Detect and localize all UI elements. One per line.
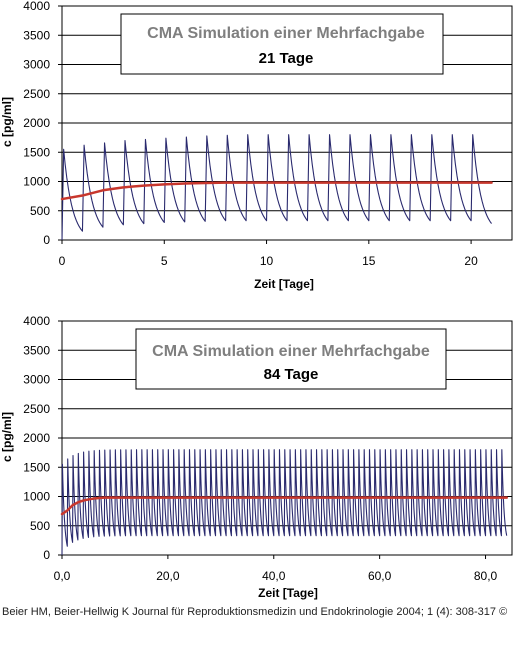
y-tick-label: 500 bbox=[30, 519, 50, 533]
x-axis-title: Zeit [Tage] bbox=[254, 277, 314, 291]
x-tick-label: 80,0 bbox=[474, 569, 498, 583]
x-tick-labels: 0,0 20,0 40,0 60,0 80,0 bbox=[54, 555, 498, 583]
y-tick-label: 3500 bbox=[23, 28, 50, 42]
concentration-series bbox=[61, 134, 492, 241]
chart-84-days: 0 500 1000 1500 2000 2500 3000 3500 4000 0,0 20,0… bbox=[0, 314, 513, 600]
y-tick-label: 4000 bbox=[23, 0, 50, 13]
x-tick-label: 20,0 bbox=[156, 569, 180, 583]
y-axis-title: c [pg/ml] bbox=[0, 97, 14, 147]
x-tick-label: 0,0 bbox=[54, 569, 71, 583]
chart-21-days: 0 500 1000 1500 2000 2500 3000 3500 4000 0 5 10 15 2… bbox=[0, 0, 513, 291]
mean-level-series bbox=[60, 496, 508, 516]
y-tick-label: 2000 bbox=[23, 116, 50, 130]
y-axis-title: c [pg/ml] bbox=[0, 412, 14, 462]
y-tick-label: 3000 bbox=[23, 58, 50, 72]
citation: Beier HM, Beier-Hellwig K Journal für Re… bbox=[2, 606, 508, 618]
y-tick-label: 500 bbox=[30, 204, 50, 218]
y-tick-label: 1500 bbox=[23, 460, 50, 474]
x-tick-label: 20 bbox=[464, 254, 478, 268]
x-tick-label: 60,0 bbox=[368, 569, 392, 583]
x-tick-labels: 0 5 10 15 20 bbox=[59, 240, 478, 268]
x-axis-title: Zeit [Tage] bbox=[258, 586, 318, 600]
y-tick-label: 1000 bbox=[23, 175, 50, 189]
x-tick-label: 15 bbox=[362, 254, 376, 268]
title-box-frame bbox=[120, 13, 444, 75]
x-tick-label: 10 bbox=[260, 254, 274, 268]
y-tick-label: 2500 bbox=[23, 87, 50, 101]
x-tick-label: 0 bbox=[59, 254, 66, 268]
chart-title-box: CMA Simulation einer Mehrfachgabe 84 Tag… bbox=[135, 328, 447, 390]
title-box-frame bbox=[135, 328, 447, 390]
series-lines bbox=[60, 449, 508, 556]
y-tick-label: 3500 bbox=[23, 343, 50, 357]
y-tick-label: 2000 bbox=[23, 431, 50, 445]
chart-subtitle: 84 Tage bbox=[264, 366, 319, 383]
y-tick-label: 3000 bbox=[23, 373, 50, 387]
x-tick-label: 40,0 bbox=[262, 569, 286, 583]
mean-level-series bbox=[60, 181, 493, 201]
chart-title: CMA Simulation einer Mehrfachgabe bbox=[152, 343, 430, 360]
chart-title: CMA Simulation einer Mehrfachgabe bbox=[147, 25, 425, 42]
y-tick-label: 2500 bbox=[23, 402, 50, 416]
concentration-series bbox=[61, 449, 508, 556]
series-lines bbox=[60, 134, 493, 241]
y-tick-label: 0 bbox=[43, 548, 50, 562]
y-tick-label: 1500 bbox=[23, 145, 50, 159]
chart-subtitle: 21 Tage bbox=[259, 50, 314, 67]
x-tick-label: 5 bbox=[161, 254, 168, 268]
y-tick-label: 0 bbox=[43, 233, 50, 247]
y-tick-labels: 0 500 1000 1500 2000 2500 3000 3500 4000 bbox=[23, 0, 62, 247]
y-tick-label: 4000 bbox=[23, 314, 50, 328]
chart-title-box: CMA Simulation einer Mehrfachgabe 21 Tag… bbox=[120, 13, 444, 75]
y-tick-labels: 0 500 1000 1500 2000 2500 3000 3500 4000 bbox=[23, 314, 62, 562]
y-tick-label: 1000 bbox=[23, 490, 50, 504]
